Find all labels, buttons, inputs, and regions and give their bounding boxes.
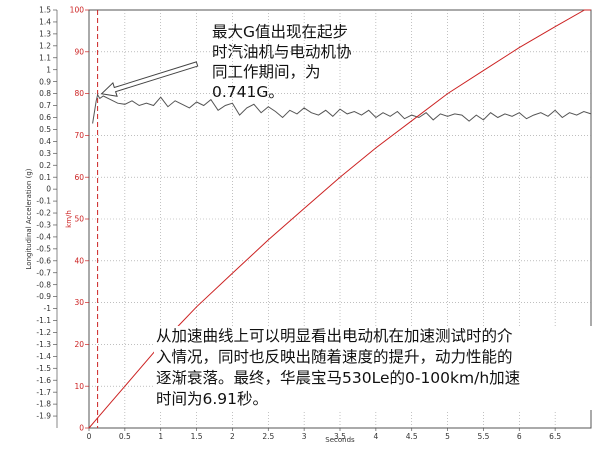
left-tick-label: 0.4 xyxy=(39,137,51,146)
left-tick-label: 1.3 xyxy=(39,29,51,38)
x-tick-label: 2.5 xyxy=(262,432,274,441)
arrow-shape xyxy=(100,61,199,97)
series-line-acceleration xyxy=(92,93,592,124)
left-tick-label: -1 xyxy=(44,304,52,313)
x-tick-label: 5 xyxy=(445,432,450,441)
right-tick-label: 40 xyxy=(74,256,84,265)
x-tick-label: 5.5 xyxy=(477,432,489,441)
right-tick-label: 60 xyxy=(74,173,84,182)
left-tick-label: 0.1 xyxy=(39,173,51,182)
right-tick-label: 0 xyxy=(79,424,84,433)
left-tick-label: 1.5 xyxy=(39,6,51,15)
left-tick-label: 0.5 xyxy=(39,125,51,134)
x-tick-label: 0.5 xyxy=(119,432,131,441)
left-tick-label: -1.3 xyxy=(36,340,51,349)
left-tick-label: 0.6 xyxy=(39,113,51,122)
left-tick-label: -0.7 xyxy=(36,268,51,277)
right-tick-label: 10 xyxy=(74,382,84,391)
left-tick-label: -0.1 xyxy=(36,197,51,206)
x-tick-label: 6.5 xyxy=(549,432,561,441)
left-tick-label: -1.2 xyxy=(36,328,51,337)
left-tick-label: -1.7 xyxy=(36,388,51,397)
x-tick-label: 1 xyxy=(158,432,163,441)
left-tick-label: -1.8 xyxy=(36,400,51,409)
x-axis-ticks: 0 0.5 1 1.5 2 2.5 3 3.5 4 4.5 5 5.5 6 6.5 xyxy=(87,428,561,441)
right-tick-label: 100 xyxy=(70,6,85,15)
right-tick-label: 70 xyxy=(74,131,84,140)
annotation-max-g: 最大G值出现在起步 时汽油机与电动机协 同工作期间，为 0.741G。 xyxy=(212,23,352,101)
left-tick-label: 0.8 xyxy=(39,89,51,98)
left-tick-label: 0 xyxy=(46,185,51,194)
left-tick-label: 1.1 xyxy=(39,53,51,62)
x-tick-label: 0 xyxy=(87,432,92,441)
x-tick-label: 2 xyxy=(230,432,235,441)
right-tick-label: 20 xyxy=(74,340,84,349)
left-tick-label: 0.9 xyxy=(39,77,51,86)
left-tick-label: -0.2 xyxy=(36,209,51,218)
left-tick-label: -0.5 xyxy=(36,244,51,253)
annotation-arrow xyxy=(100,61,199,97)
x-tick-label: 3 xyxy=(302,432,307,441)
left-tick-label: -1.4 xyxy=(36,352,51,361)
left-tick-label: -0.9 xyxy=(36,292,51,301)
left-tick-label: 1.2 xyxy=(39,41,51,50)
left-axis-ticks: 1.5 1.4 1.3 1.2 1.1 1 0.9 0.8 0.7 0.6 0.5 0.4 0.3 0.2… xyxy=(36,6,58,428)
left-tick-label: -1.5 xyxy=(36,364,51,373)
left-tick-label: -0.3 xyxy=(36,221,51,230)
series-line-speed xyxy=(88,9,591,429)
right-tick-label: 90 xyxy=(74,47,84,56)
left-tick-label: -1.6 xyxy=(36,376,51,385)
left-tick-label: 1 xyxy=(46,65,51,74)
left-tick-label: -0.4 xyxy=(36,233,51,242)
x-tick-label: 3.5 xyxy=(334,432,346,441)
left-tick-label: -0.8 xyxy=(36,280,51,289)
left-tick-label: -1.9 xyxy=(36,412,51,421)
left-tick-label: 0.2 xyxy=(39,161,51,170)
x-tick-label: 4.5 xyxy=(406,432,418,441)
left-tick-label: -0.6 xyxy=(36,256,51,265)
y-axis-label-left: Longitudinal Acceleration (g) xyxy=(25,168,33,269)
x-tick-label: 1.5 xyxy=(191,432,203,441)
right-tick-label: 30 xyxy=(74,298,84,307)
annotation-summary: 从加速曲线上可以明显看出电动机在加速测试时的介 入情况，同时也反映出随着速度的提… xyxy=(154,326,604,410)
right-tick-label: 80 xyxy=(74,89,84,98)
right-tick-label: 50 xyxy=(74,215,84,224)
x-tick-label: 4 xyxy=(373,432,378,441)
x-axis-label: Seconds xyxy=(325,436,355,444)
left-tick-label: -1.1 xyxy=(36,316,51,325)
x-tick-label: 6 xyxy=(517,432,522,441)
left-tick-label: 1.4 xyxy=(39,18,51,27)
left-tick-label: 0.7 xyxy=(39,101,51,110)
left-tick-label: 0.3 xyxy=(39,149,51,158)
y-axis-label-right: km/h xyxy=(65,210,73,228)
